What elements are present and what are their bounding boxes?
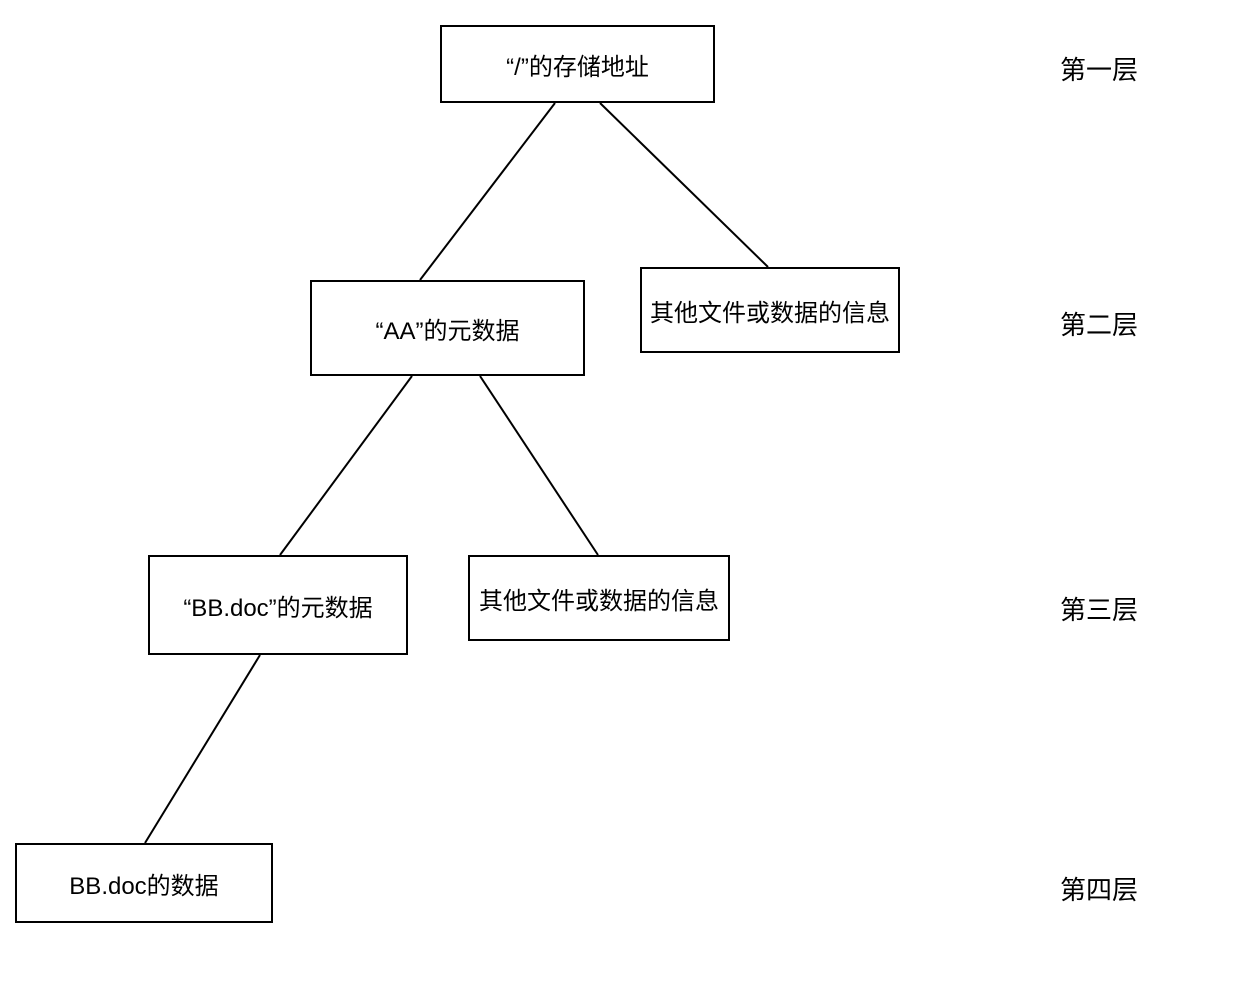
edge-n2-n4 (280, 376, 412, 555)
node-other-l3: 其他文件或数据的信息 (468, 555, 730, 641)
edge-n2-n5 (480, 376, 598, 555)
node-root: “/”的存储地址 (440, 25, 715, 103)
level-label-2: 第二层 (1060, 305, 1138, 342)
edge-n1-n2 (420, 103, 555, 280)
level-label-1-text: 第一层 (1060, 55, 1138, 85)
level-label-3-text: 第三层 (1060, 595, 1138, 625)
node-bbdoc-data: BB.doc的数据 (15, 843, 273, 923)
level-label-4-text: 第四层 (1060, 875, 1138, 905)
edge-n1-n3 (600, 103, 768, 267)
edge-n4-n6 (145, 655, 260, 843)
node-root-label: “/”的存储地址 (506, 47, 649, 82)
node-other-l3-label: 其他文件或数据的信息 (479, 581, 719, 616)
level-label-4: 第四层 (1060, 870, 1138, 907)
level-label-3: 第三层 (1060, 590, 1138, 627)
node-bbdoc-meta-label: “BB.doc”的元数据 (183, 588, 372, 623)
node-other-l2: 其他文件或数据的信息 (640, 267, 900, 353)
node-aa: “AA”的元数据 (310, 280, 585, 376)
node-bbdoc-data-label: BB.doc的数据 (69, 866, 218, 901)
level-label-1: 第一层 (1060, 50, 1138, 87)
node-other-l2-label: 其他文件或数据的信息 (650, 293, 890, 328)
node-aa-label: “AA”的元数据 (376, 311, 520, 346)
node-bbdoc-meta: “BB.doc”的元数据 (148, 555, 408, 655)
level-label-2-text: 第二层 (1060, 310, 1138, 340)
